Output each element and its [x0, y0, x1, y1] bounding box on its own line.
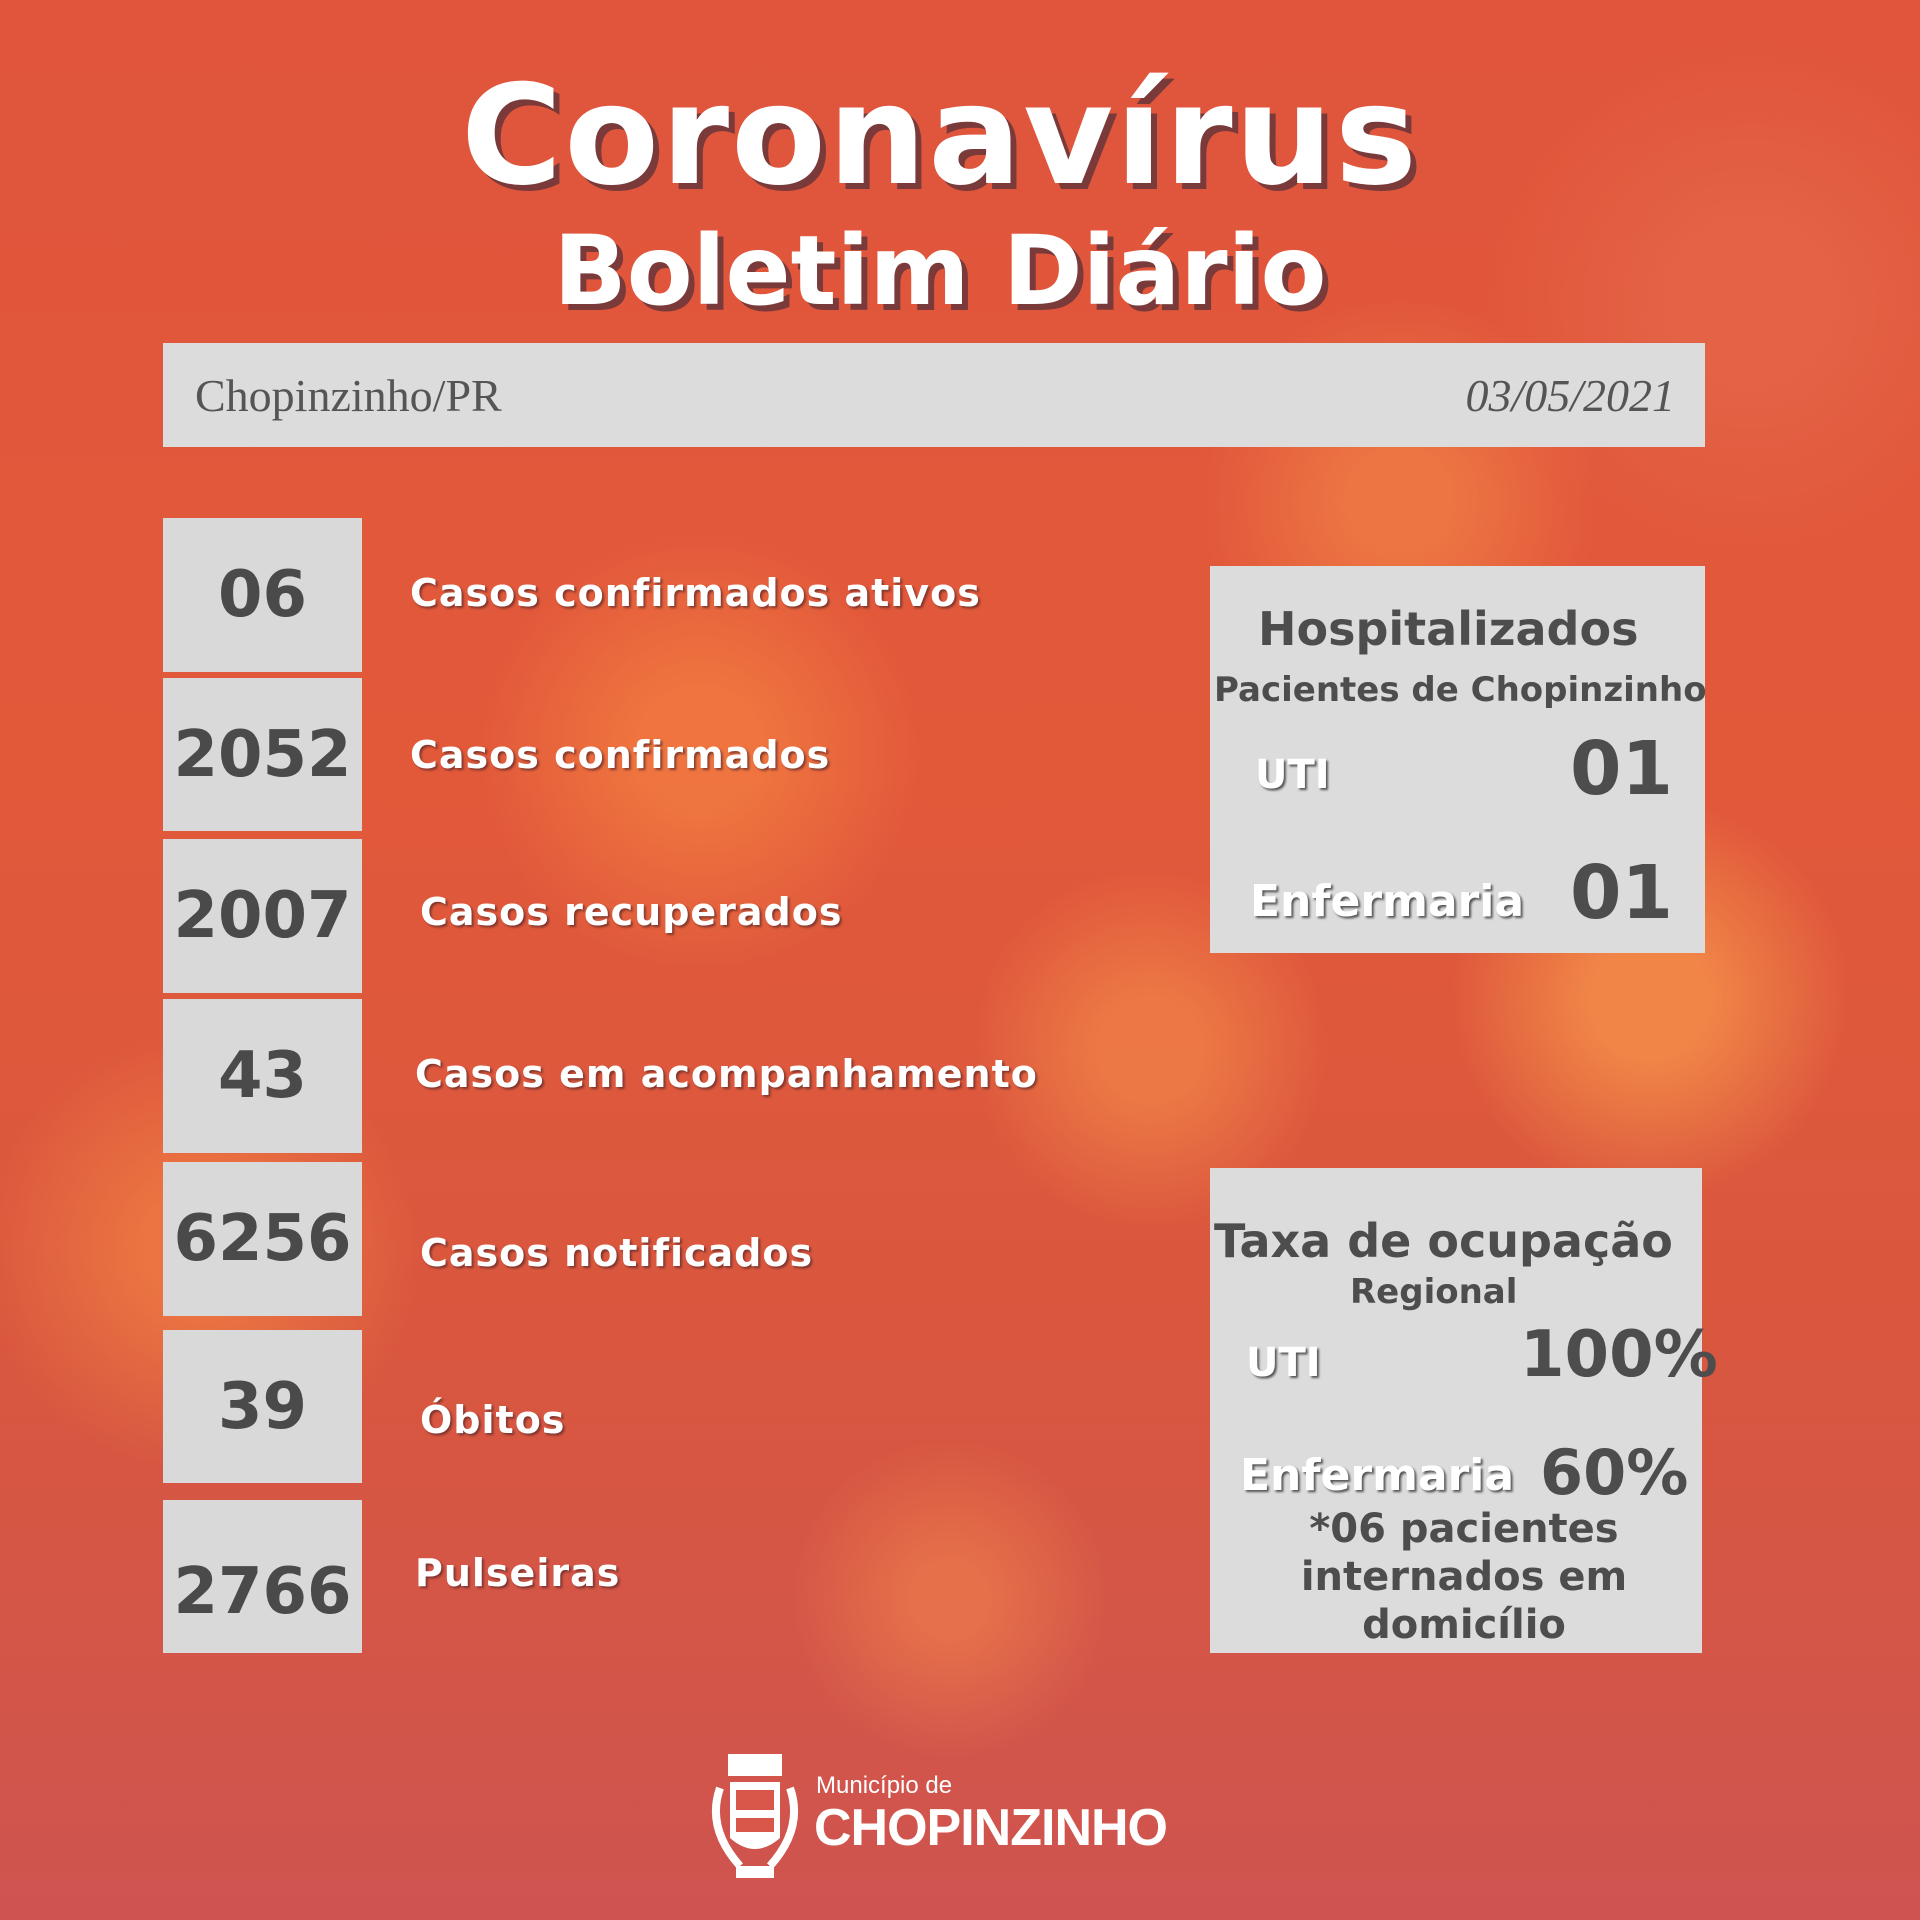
- ward-label: Enfermaria: [1250, 876, 1525, 927]
- main-title: Coronavírus: [460, 55, 1419, 216]
- subtitle: Boletim Diário: [553, 215, 1327, 327]
- note-line: internados em: [1300, 1554, 1628, 1600]
- occupancy-title: Taxa de ocupação: [1214, 1214, 1673, 1268]
- logo-line1: Município de: [816, 1772, 953, 1799]
- note-line: *06 pacientes: [1309, 1506, 1619, 1552]
- header-bar: Chopinzinho/PR 03/05/2021: [163, 343, 1705, 447]
- stat-label: Casos confirmados: [410, 733, 831, 777]
- stat-label: Casos confirmados ativos: [410, 571, 981, 615]
- stat-label: Casos em acompanhamento: [415, 1052, 1038, 1096]
- note-line: domicílio: [1362, 1602, 1566, 1648]
- stat-label: Casos recuperados: [420, 890, 843, 934]
- occupancy-subtitle: Regional: [1350, 1272, 1518, 1312]
- coat-of-arms-icon: [711, 1754, 799, 1878]
- hospitalized-title: Hospitalizados: [1258, 602, 1639, 656]
- stat-value: 6256: [163, 1162, 362, 1316]
- stat-value: 39: [163, 1330, 362, 1483]
- stat-label: Óbitos: [420, 1398, 566, 1442]
- municipality-logo: Município de CHOPINZINHO: [700, 1748, 1180, 1888]
- uti-label: UTI: [1246, 1340, 1321, 1386]
- occupancy-panel: Taxa de ocupação Regional UTI 100% Enfer…: [1210, 1168, 1718, 1653]
- city-label: Chopinzinho/PR: [195, 370, 502, 421]
- stat-value: 2766: [163, 1500, 362, 1653]
- stat-label: Pulseiras: [415, 1551, 621, 1595]
- ward-value: 01: [1570, 850, 1673, 936]
- ward-rate: 60%: [1540, 1436, 1689, 1509]
- date-label: 03/05/2021: [1465, 370, 1675, 421]
- stat-value: 2007: [163, 839, 362, 993]
- stat-value: 43: [163, 999, 362, 1153]
- uti-value: 01: [1570, 726, 1673, 812]
- stat-label: Casos notificados: [420, 1231, 814, 1275]
- stat-value: 06: [163, 518, 362, 672]
- hospitalized-panel: Hospitalizados Pacientes de Chopinzinho …: [1210, 566, 1707, 953]
- ward-label: Enfermaria: [1240, 1450, 1515, 1501]
- uti-rate: 100%: [1520, 1318, 1718, 1392]
- logo-line2: CHOPINZINHO: [814, 1799, 1168, 1857]
- uti-label: UTI: [1255, 752, 1330, 798]
- stat-value: 2052: [163, 678, 362, 831]
- hospitalized-subtitle: Pacientes de Chopinzinho: [1214, 670, 1707, 710]
